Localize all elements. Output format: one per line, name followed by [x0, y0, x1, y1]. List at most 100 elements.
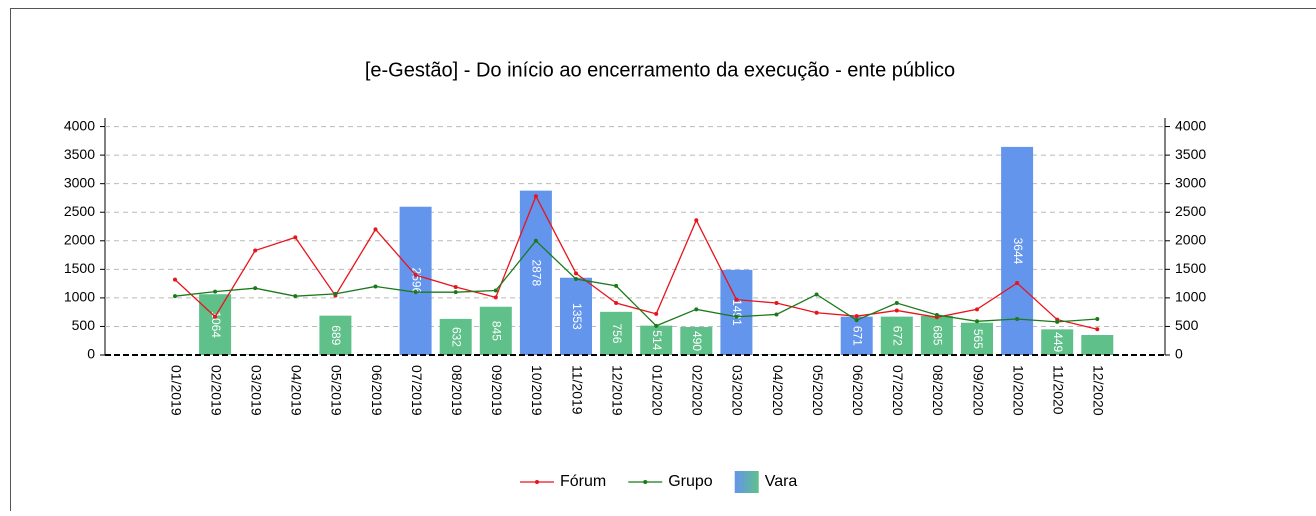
point	[815, 311, 819, 315]
point	[654, 312, 658, 316]
y2-tick-label: 0	[1175, 346, 1183, 362]
x-tick-label: 03/2020	[730, 365, 746, 416]
y-tick-label: 1000	[64, 289, 95, 305]
x-tick-label: 10/2020	[1010, 365, 1026, 416]
point	[895, 308, 899, 312]
point	[454, 290, 458, 294]
x-tick-label: 11/2019	[569, 365, 585, 415]
legend-marker	[535, 480, 539, 484]
point	[494, 288, 498, 292]
point	[574, 277, 578, 281]
data-label: 3644	[1011, 238, 1025, 265]
point	[173, 278, 177, 282]
x-tick-label: 07/2019	[409, 365, 425, 416]
y2-tick-label: 2000	[1175, 231, 1206, 247]
data-label: 449	[1051, 332, 1065, 352]
x-tick-label: 03/2019	[248, 365, 264, 416]
point	[414, 290, 418, 294]
point	[694, 218, 698, 222]
y2-tick-label: 3500	[1175, 146, 1206, 162]
point	[815, 292, 819, 296]
x-tick-label: 07/2020	[890, 365, 906, 416]
point	[614, 284, 618, 288]
y2-tick-label: 3000	[1175, 174, 1206, 190]
legend-swatch	[735, 471, 759, 493]
point	[253, 286, 257, 290]
point	[1095, 327, 1099, 331]
point	[614, 301, 618, 305]
point	[374, 227, 378, 231]
y-tick-label: 0	[87, 346, 95, 362]
data-label: 565	[971, 329, 985, 349]
data-label: 1491	[730, 299, 744, 326]
point	[534, 239, 538, 243]
y2-tick-label: 1000	[1175, 289, 1206, 305]
data-label: 756	[610, 323, 624, 343]
data-label: 632	[450, 327, 464, 347]
point	[494, 295, 498, 299]
x-tick-label: 04/2019	[289, 365, 305, 416]
x-tick-label: 01/2020	[649, 365, 665, 416]
x-tick-label: 05/2020	[810, 365, 826, 416]
point	[454, 285, 458, 289]
point	[975, 307, 979, 311]
y2-tick-label: 2500	[1175, 203, 1206, 219]
point	[775, 312, 779, 316]
point	[253, 248, 257, 252]
point	[213, 290, 217, 294]
y2-tick-label: 500	[1175, 317, 1199, 333]
point	[293, 235, 297, 239]
x-tick-label: 01/2019	[168, 365, 184, 416]
x-tick-label: 06/2020	[850, 365, 866, 416]
y2-tick-label: 4000	[1175, 117, 1206, 133]
x-tick-label: 12/2019	[609, 365, 625, 416]
point	[374, 284, 378, 288]
point	[1015, 317, 1019, 321]
data-label: 1353	[570, 303, 584, 330]
x-tick-label: 08/2019	[449, 365, 465, 416]
x-tick-label: 04/2020	[770, 365, 786, 416]
point	[213, 315, 217, 319]
data-label: 514	[650, 330, 664, 350]
x-tick-label: 02/2019	[208, 365, 224, 416]
x-tick-label: 02/2020	[690, 365, 706, 416]
point	[855, 314, 859, 318]
point	[333, 292, 337, 296]
x-tick-label: 05/2019	[329, 365, 345, 416]
point	[1055, 320, 1059, 324]
point	[534, 194, 538, 198]
data-label: 672	[891, 326, 905, 346]
point	[414, 273, 418, 277]
point	[1015, 281, 1019, 285]
point	[293, 294, 297, 298]
legend-label: Vara	[765, 473, 798, 490]
data-label: 490	[690, 331, 704, 351]
legend-marker	[643, 480, 647, 484]
point	[694, 307, 698, 311]
x-tick-label: 06/2019	[369, 365, 385, 416]
data-label: 689	[329, 325, 343, 345]
data-label: 845	[490, 321, 504, 341]
y-tick-label: 4000	[64, 117, 95, 133]
frame	[11, 9, 1316, 512]
point	[855, 318, 859, 322]
data-label: 671	[851, 326, 865, 346]
data-label: 685	[931, 325, 945, 345]
y2-tick-label: 1500	[1175, 260, 1206, 276]
point	[574, 271, 578, 275]
x-tick-label: 09/2020	[970, 365, 986, 416]
x-tick-label: 09/2019	[489, 365, 505, 416]
point	[654, 324, 658, 328]
x-tick-label: 10/2019	[529, 365, 545, 416]
y-tick-label: 1500	[64, 260, 95, 276]
y-tick-label: 3000	[64, 174, 95, 190]
point	[935, 313, 939, 317]
y-tick-label: 2000	[64, 231, 95, 247]
point	[734, 298, 738, 302]
point	[775, 301, 779, 305]
point	[895, 301, 899, 305]
legend-label: Grupo	[668, 473, 713, 490]
bar	[1081, 335, 1113, 355]
legend-label: Fórum	[560, 473, 606, 490]
point	[734, 315, 738, 319]
